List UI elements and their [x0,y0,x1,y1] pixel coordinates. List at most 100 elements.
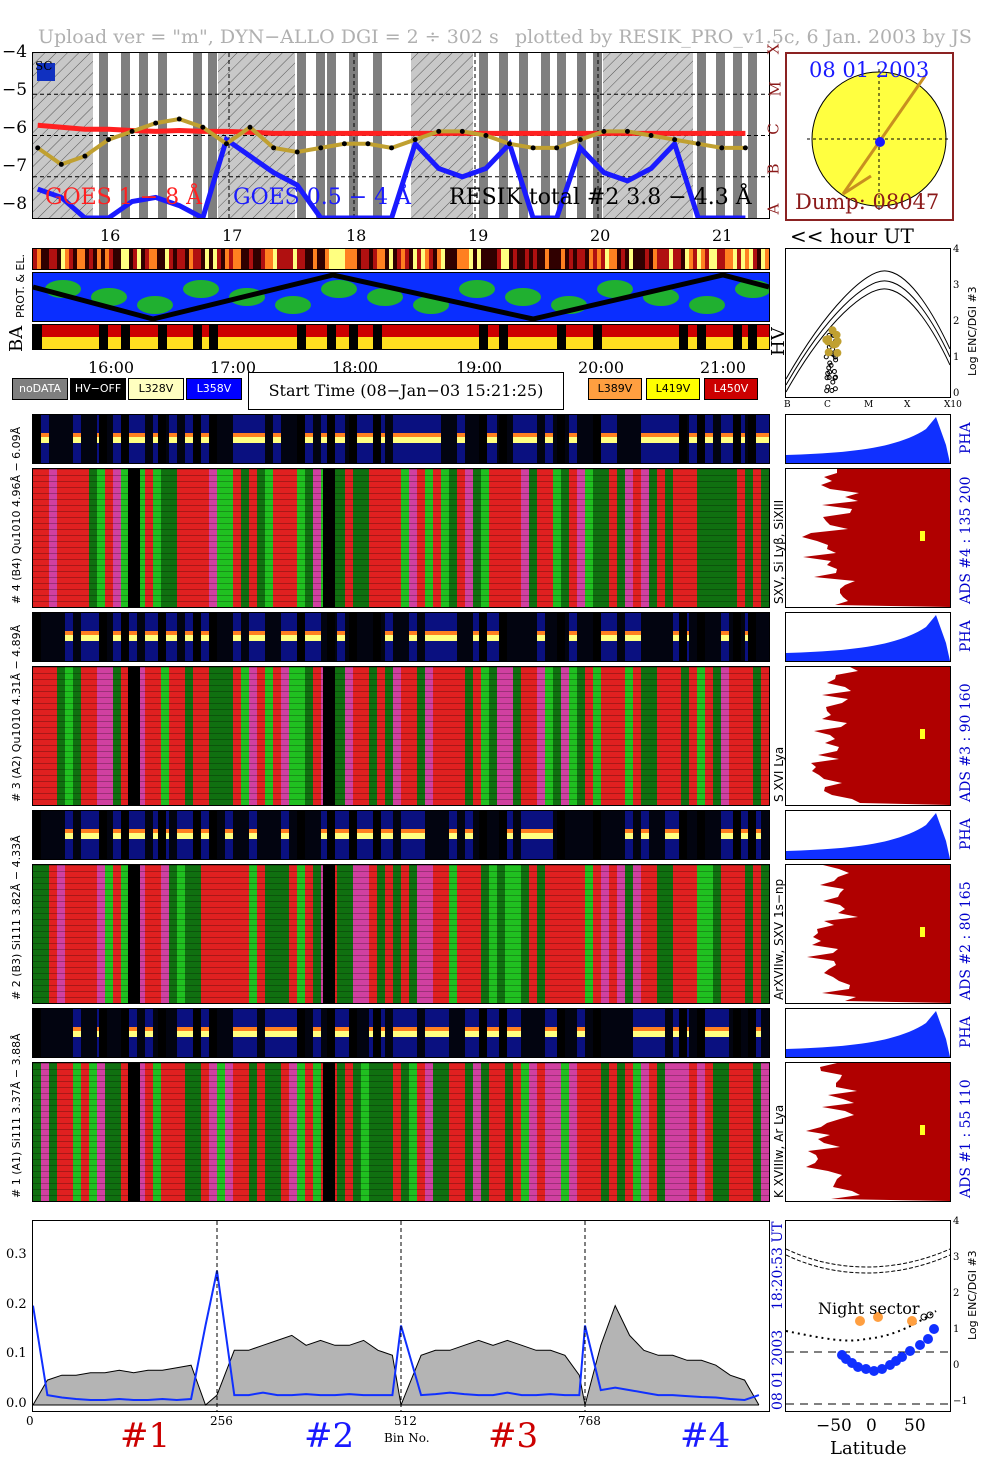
pha-band [545,833,553,839]
pha-band [529,437,537,443]
sc-label: SC [35,59,53,73]
pha-noise [265,613,273,661]
sun-panel: 08 01 2003 Dump: 08047 [785,52,954,221]
latitude-point-night [873,1312,883,1322]
spectrogram-column [409,667,417,805]
pha-band [489,635,497,641]
pha-band [65,635,73,641]
pha-noise [313,811,321,859]
spectrogram-column [361,1063,369,1201]
spectrogram-column [345,1063,353,1201]
spectrogram-column [513,469,521,607]
spectrogram-row [33,535,769,536]
spectral-lines-label: K XVIIIw, Ar Lya [772,1104,786,1198]
goes-hour-tick: 19 [468,226,489,245]
el-flux-cell [349,249,353,269]
el-flux-cell [81,249,85,269]
hv-off-band [557,811,565,859]
pha-band-edge [713,1027,721,1031]
el-flux-cell [557,249,561,269]
ads-profile-area [811,667,950,805]
spectrogram-column [97,469,105,607]
resik-point [153,120,159,126]
pha-noise [273,811,281,859]
pha-band [249,1031,257,1037]
pha-band-edge [465,829,473,833]
hv-off-band [679,1009,687,1057]
pha-band [625,635,633,641]
spectrogram-column [561,469,569,607]
pha-band [521,437,529,443]
el-flux-cell [145,249,149,269]
enc-point [833,357,839,363]
el-flux-cell [765,249,769,269]
spectrogram-column [505,667,513,805]
pha-noise [57,415,65,463]
el-flux-cell [461,249,465,269]
spectrogram-row [33,985,769,986]
spectrogram-column [529,865,537,1003]
ads-profile [785,468,951,608]
resik-point [719,145,725,151]
pha-noise [609,1009,617,1057]
el-flux-cell [169,249,173,269]
spectrogram-column [257,865,265,1003]
spectrogram-column [521,469,529,607]
pha-band-edge [249,1027,257,1031]
pha-band-edge [465,1027,473,1031]
resik-point [318,145,324,151]
pha-band [385,833,393,839]
el-flux-cell [569,249,573,269]
resik-point [507,141,513,147]
spectrogram-row [33,1075,769,1076]
pha-band-edge [529,433,537,437]
pha-noise [73,613,81,661]
el-flux-cell [189,249,193,269]
pha-band [145,1031,153,1037]
orbit-map [32,272,770,322]
pha-noise [465,415,473,463]
pha-band [465,1031,473,1037]
ads-profile [785,864,951,1004]
spectrogram-column [281,469,289,607]
hv-off-band [297,325,306,349]
spectrogram-column [657,469,665,607]
spectrogram-column [289,1063,297,1201]
spectrum-xtick: 768 [578,1414,601,1428]
hv-off-band [479,325,488,349]
pha-noise [585,1009,593,1057]
pha-noise [273,613,281,661]
spectrogram-row [33,685,769,686]
hv-off-band [697,1009,705,1057]
pha-noise [265,811,273,859]
resik-point [436,128,442,134]
spectrogram-column [497,469,505,607]
pha-noise [649,613,657,661]
pha-band-edge [489,433,497,437]
enc-point [826,374,832,380]
pha-band-edge [753,1027,761,1031]
pha-band [433,635,441,641]
el-flux-cell [225,249,229,269]
pha-band [177,833,185,839]
spectrogram-column [505,865,513,1003]
el-flux-cell [529,249,533,269]
latitude-ytick: 0 [953,1360,960,1371]
pha-histogram [785,810,951,860]
el-flux-cell [721,249,725,269]
enc-point [831,368,837,374]
pha-band-edge [577,1027,585,1031]
enc-point [825,370,831,376]
pha-band [401,833,409,839]
pha-band-edge [721,631,729,635]
pha-noise [761,613,769,661]
hv-off-band [99,415,107,463]
pha-band-edge [337,829,345,833]
el-flux-cell [717,249,721,269]
el-flux-cell [353,249,357,269]
spectrogram-column [473,667,481,805]
spectrogram-column [569,667,577,805]
spectrum-ytick: 0.1 [6,1346,27,1362]
pha-band [489,1031,497,1037]
spectrogram-column [569,865,577,1003]
